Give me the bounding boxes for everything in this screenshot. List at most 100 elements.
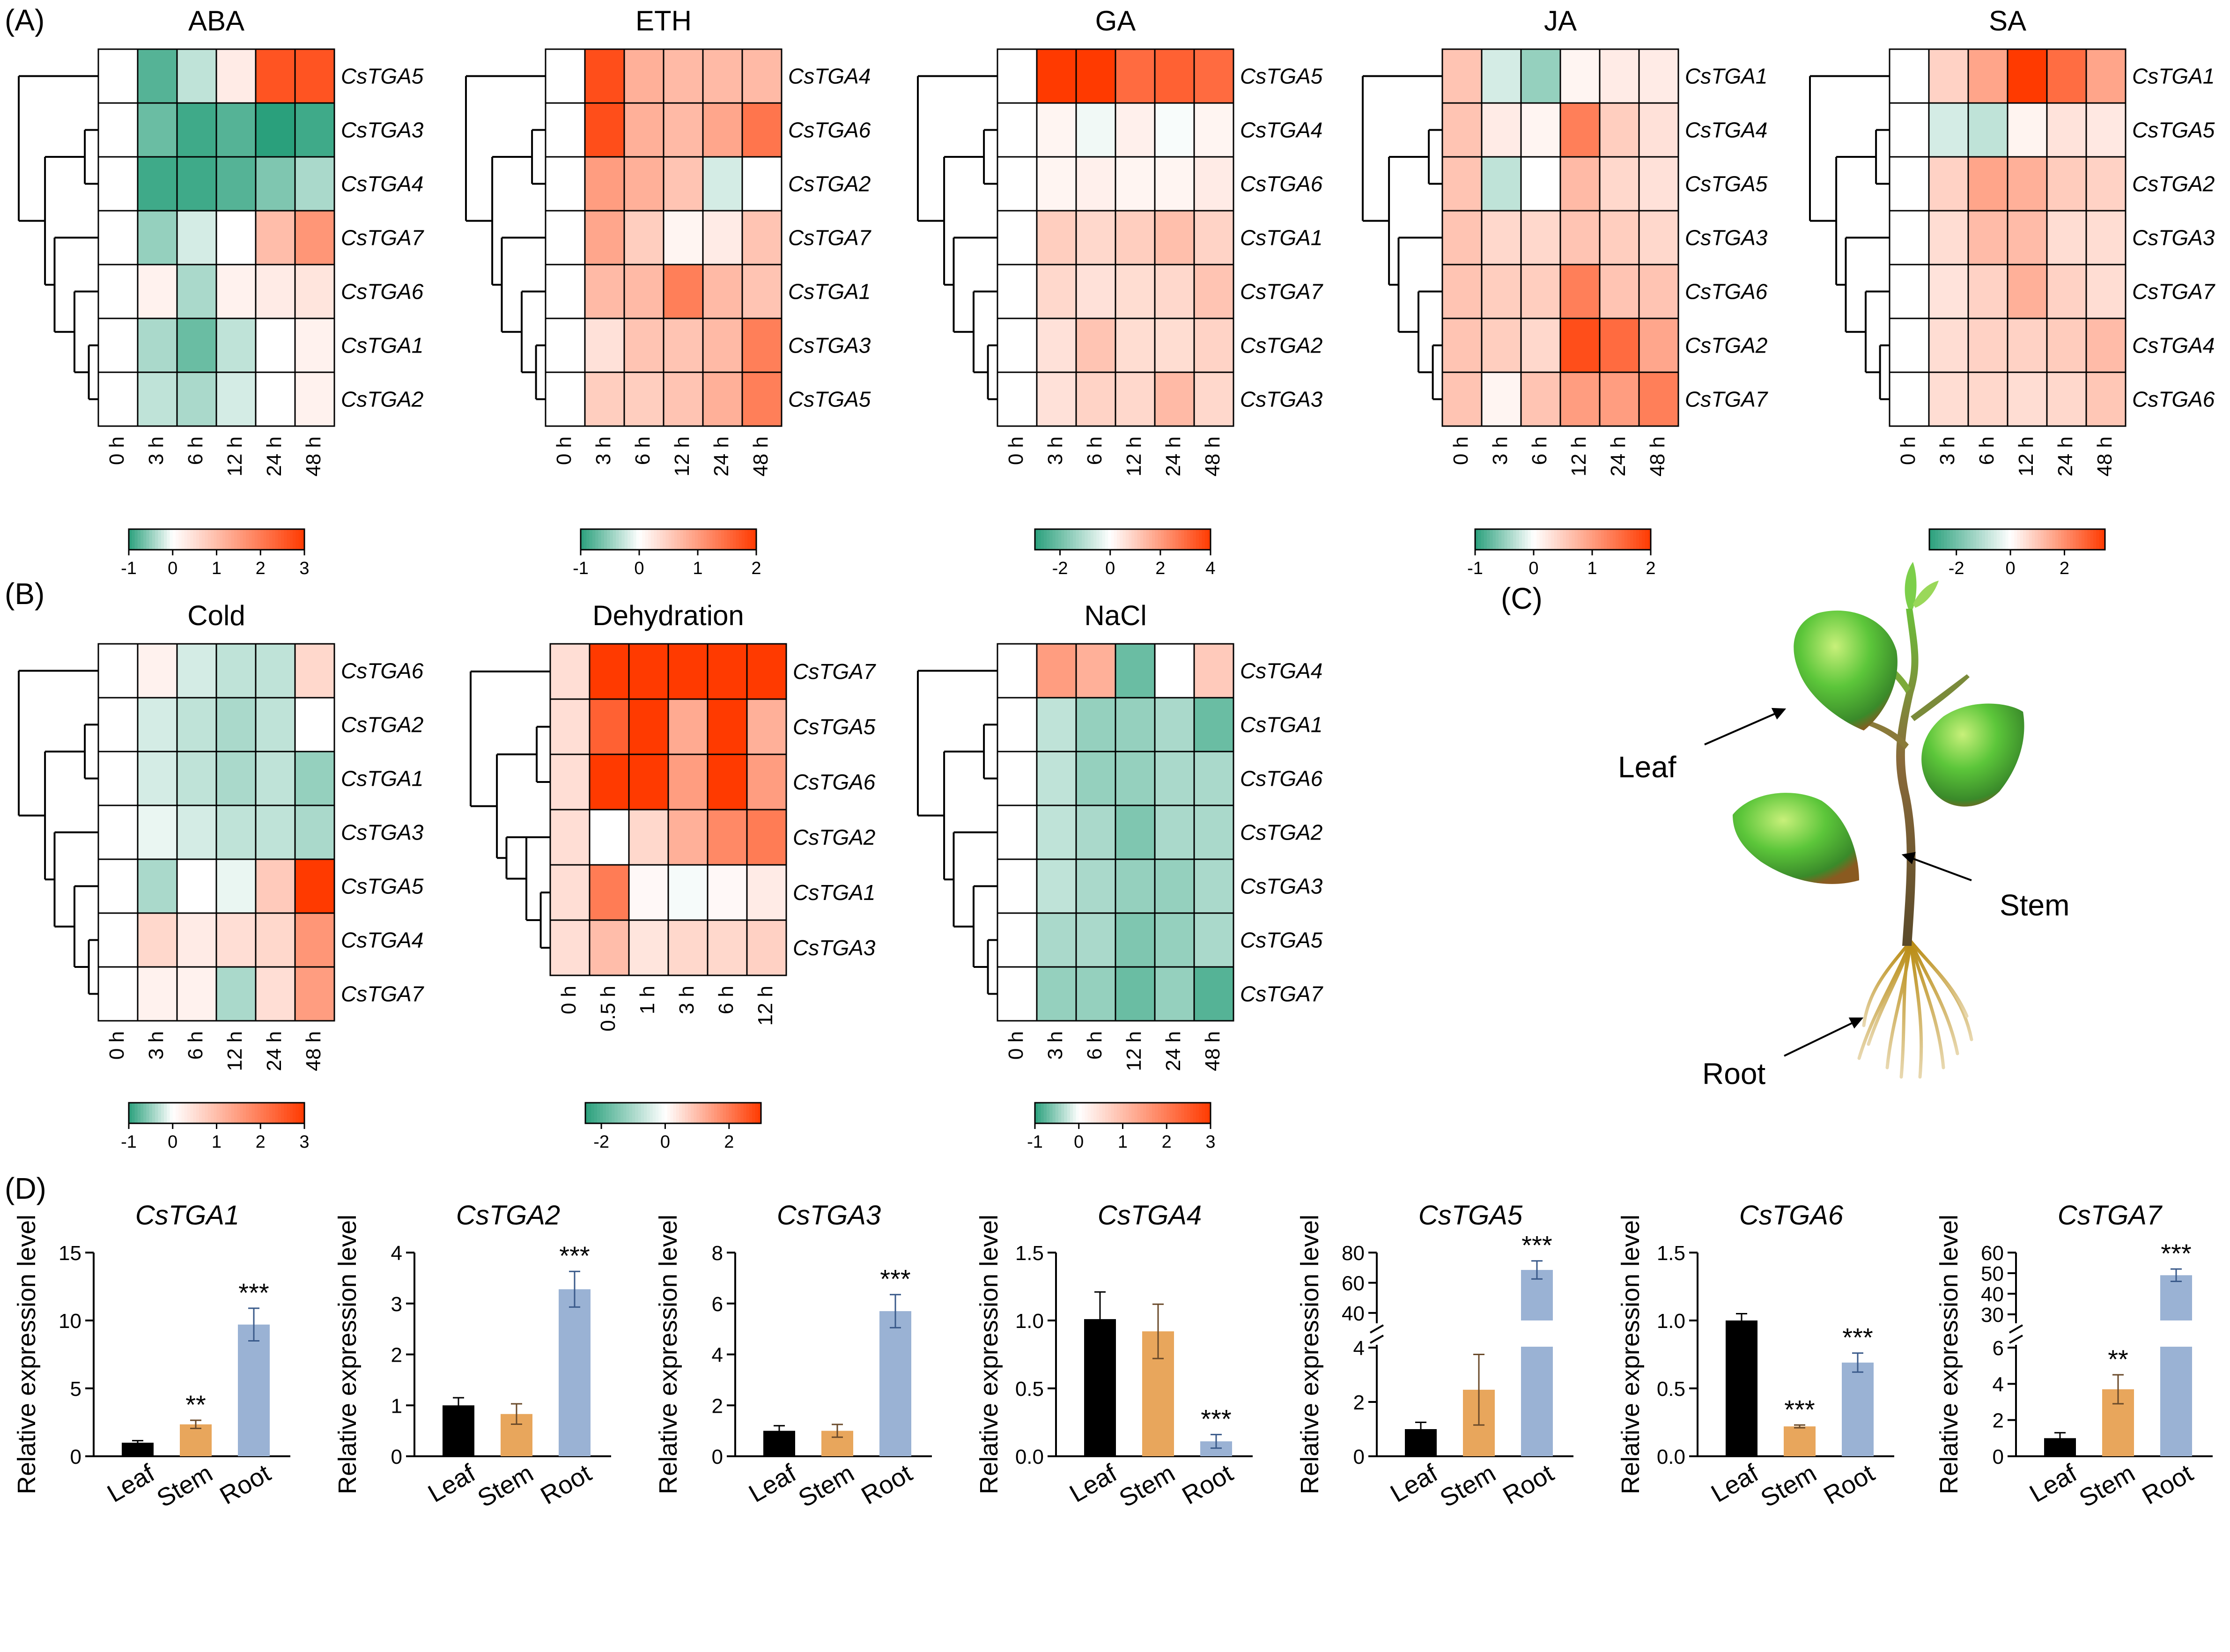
heatmap-cell [97,751,139,806]
colorbar-segment [178,1103,182,1123]
colorbar-segment [301,529,305,550]
colorbar-segment [1507,529,1511,550]
gene-label: CsTGA5 [341,64,424,88]
heatmap-cell [997,210,1038,266]
colorbar-segment [1935,529,1939,550]
colorbar-segment [733,529,737,550]
heatmap-cell [294,966,335,1022]
colorbar-segment [727,529,731,550]
heatmap-cell [997,912,1038,968]
colorbar-segment [225,1103,229,1123]
colorbar-segment [1492,529,1496,550]
colorbar-segment [1120,1103,1123,1123]
heatmap-cell [97,643,139,699]
colorbar-segment [1149,529,1152,550]
colorbar-segment [287,529,290,550]
colorbar-segment [137,529,141,550]
colorbar-segment [619,529,622,550]
heatmap-cell [2007,317,2048,373]
colorbar-segment [1076,1103,1079,1123]
colorbar-tick-label: 2 [1155,559,1165,578]
leaf-label: Leaf [1618,750,1676,784]
colorbar-segment [2070,529,2074,550]
time-tick-label: 48 h [1201,1031,1224,1071]
heatmap-cell [255,697,296,752]
colorbar-segment [671,529,675,550]
colorbar-segment [712,529,716,550]
heatmap-cell [1154,156,1195,212]
heatmap-cell [255,751,296,806]
y-tick-label: 0 [1993,1446,2004,1468]
colorbar-segment [1199,1103,1203,1123]
heatmap-cell [294,48,335,104]
heatmap-cell [215,643,257,699]
heatmap-cell [97,371,139,427]
heatmap-cell [97,102,139,158]
heatmap-cell [176,48,217,104]
heatmap-cell [1520,371,1561,427]
colorbar-segment [628,529,631,550]
colorbar-tick-label: 4 [1205,559,1215,578]
colorbar-segment [715,529,719,550]
colorbar-tick-label: 0 [1074,1132,1084,1152]
colorbar-segment [605,1103,609,1123]
heatmap-cell [215,751,257,806]
y-tick-label: 2 [391,1344,402,1367]
colorbar-segment [1117,529,1121,550]
colorbar-segment [2029,529,2032,550]
heatmap-cell [1520,156,1561,212]
heatmap-cell [707,809,748,866]
heatmap-cell [2007,102,2048,158]
heatmap-cell [1154,317,1195,373]
heatmap-cell [255,102,296,158]
colorbar-tick-label: 0 [2006,559,2016,578]
heatmap-cell [1599,371,1640,427]
heatmap-cell [1928,210,1969,266]
colorbar-segment [699,1103,703,1123]
colorbar-segment [1082,529,1085,550]
colorbar-segment [196,529,199,550]
colorbar-segment [289,1103,293,1123]
colorbar-segment [740,1103,744,1123]
heatmap-cell [1967,317,2008,373]
colorbar-segment [129,529,133,550]
heatmap-cell [1193,371,1234,427]
colorbar-segment [2084,529,2088,550]
gene-label: CsTGA4 [1240,118,1322,142]
colorbar-segment [1929,529,1933,550]
heatmap-cell [1115,48,1156,104]
colorbar-segment [152,1103,156,1123]
colorbar-segment [610,529,613,550]
colorbar-segment [149,1103,153,1123]
colorbar-segment [243,1103,246,1123]
colorbar-segment [1122,529,1126,550]
colorbar-segment [2082,529,2085,550]
time-tick-label: 0 h [105,1031,128,1060]
heatmap-cell [1036,264,1077,319]
y-tick-label: 4 [391,1242,402,1265]
heatmap-cell [1638,264,1679,319]
heatmap-cell [584,48,625,104]
bar-chart-cstga4: CsTGA4 Relative expression level 0.0 0.5 1.0… [975,1200,1253,1513]
colorbar-segment [1481,529,1484,550]
colorbar-segment [1149,1103,1152,1123]
colorbar-segment [1607,529,1610,550]
colorbar-segment [202,1103,206,1123]
heatmap-cell [1036,210,1077,266]
colorbar-segment [1140,1103,1144,1123]
bar-root [2160,1275,2192,1456]
heatmap-cell [1036,858,1077,914]
heatmap-cell [255,804,296,860]
colorbar-segment [143,529,147,550]
colorbar-segment [228,1103,232,1123]
y-tick-label: 0 [70,1446,81,1468]
heatmap-cell [1193,858,1234,914]
colorbar-segment [1172,1103,1176,1123]
gene-label: CsTGA4 [1685,118,1767,142]
heatmap-title: Cold [187,600,245,631]
colorbar-segment [1539,529,1543,550]
colorbar-segment [729,1103,732,1123]
gene-label: CsTGA6 [793,770,876,794]
gene-label: CsTGA1 [2132,64,2215,88]
gene-label: CsTGA7 [793,659,876,684]
